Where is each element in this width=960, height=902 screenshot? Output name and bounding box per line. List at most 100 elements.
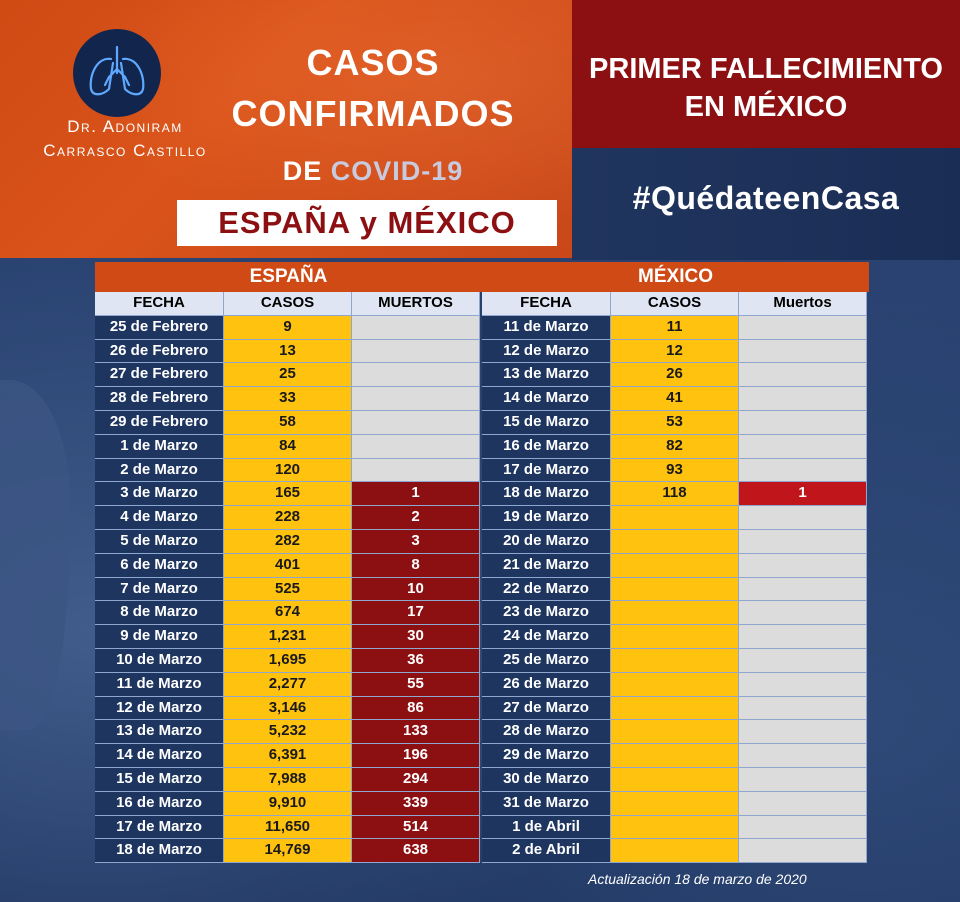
spain-deaths-cell: 2 bbox=[352, 506, 480, 530]
mexico-table-row: 21 de Marzo bbox=[482, 553, 867, 578]
mexico-header-cases: CASOS bbox=[611, 292, 739, 316]
spain-deaths-cell bbox=[352, 458, 480, 483]
first-death-banner: PRIMER FALLECIMIENTO EN MÉXICO bbox=[572, 0, 960, 148]
mexico-deaths-cell bbox=[739, 387, 867, 411]
mexico-table-row: 28 de Marzo bbox=[482, 720, 867, 745]
mexico-cases-cell bbox=[611, 577, 739, 602]
mexico-table-row: 22 de Marzo bbox=[482, 577, 867, 602]
mexico-deaths-cell bbox=[739, 577, 867, 602]
mexico-date-cell: 29 de Marzo bbox=[482, 744, 611, 768]
mexico-table-row: 30 de Marzo bbox=[482, 767, 867, 792]
spain-deaths-cell bbox=[352, 434, 480, 459]
spain-table-row: 26 de Febrero 13 bbox=[95, 339, 480, 364]
spain-cases-cell: 1,695 bbox=[224, 648, 352, 673]
spain-cases-cell: 3,146 bbox=[224, 696, 352, 721]
spain-table-row: 27 de Febrero 25 bbox=[95, 363, 480, 388]
mexico-date-cell: 26 de Marzo bbox=[482, 672, 611, 697]
mexico-table-row: 27 de Marzo bbox=[482, 696, 867, 721]
spain-table-row: 9 de Marzo 1,231 30 bbox=[95, 625, 480, 649]
spain-date-cell: 18 de Marzo bbox=[95, 839, 224, 864]
mexico-table-row: 25 de Marzo bbox=[482, 648, 867, 673]
spain-deaths-cell: 339 bbox=[352, 791, 480, 816]
mexico-cases-cell bbox=[611, 529, 739, 554]
mexico-deaths-cell bbox=[739, 458, 867, 483]
mexico-date-cell: 2 de Abril bbox=[482, 839, 611, 864]
mexico-cases-cell: 82 bbox=[611, 434, 739, 459]
spain-date-cell: 3 de Marzo bbox=[95, 482, 224, 507]
spain-deaths-cell: 294 bbox=[352, 767, 480, 792]
mexico-deaths-cell bbox=[739, 529, 867, 554]
spain-deaths-cell: 514 bbox=[352, 815, 480, 840]
mexico-date-cell: 11 de Marzo bbox=[482, 315, 611, 340]
spain-deaths-cell bbox=[352, 387, 480, 411]
spain-date-cell: 7 de Marzo bbox=[95, 577, 224, 602]
mexico-table-header: FECHA CASOS Muertos bbox=[482, 292, 867, 316]
spain-deaths-cell: 55 bbox=[352, 672, 480, 697]
spain-table-row: 1 de Marzo 84 bbox=[95, 434, 480, 459]
mexico-table-row: 2 de Abril bbox=[482, 839, 867, 864]
mexico-date-cell: 18 de Marzo bbox=[482, 482, 611, 507]
spain-deaths-cell bbox=[352, 363, 480, 388]
mexico-header-deaths: Muertos bbox=[739, 292, 867, 316]
spain-cases-cell: 9,910 bbox=[224, 791, 352, 816]
spain-table-row: 18 de Marzo 14,769 638 bbox=[95, 839, 480, 864]
spain-cases-cell: 7,988 bbox=[224, 767, 352, 792]
countries-label: ESPAÑA y MÉXICO bbox=[177, 200, 557, 246]
mexico-cases-cell bbox=[611, 791, 739, 816]
spain-date-cell: 9 de Marzo bbox=[95, 625, 224, 649]
spain-cases-cell: 11,650 bbox=[224, 815, 352, 840]
mexico-deaths-cell bbox=[739, 767, 867, 792]
spain-table-row: 5 de Marzo 282 3 bbox=[95, 529, 480, 554]
spain-table-row: 17 de Marzo 11,650 514 bbox=[95, 815, 480, 840]
mexico-cases-cell bbox=[611, 767, 739, 792]
author-name-line-1: Dr. Adoniram bbox=[67, 117, 183, 136]
spain-table-row: 11 de Marzo 2,277 55 bbox=[95, 672, 480, 697]
spain-deaths-cell bbox=[352, 315, 480, 340]
mexico-date-cell: 16 de Marzo bbox=[482, 434, 611, 459]
spain-deaths-cell: 86 bbox=[352, 696, 480, 721]
mexico-table-row: 20 de Marzo bbox=[482, 529, 867, 554]
spain-deaths-cell: 638 bbox=[352, 839, 480, 864]
mexico-date-cell: 13 de Marzo bbox=[482, 363, 611, 388]
spain-deaths-cell: 17 bbox=[352, 601, 480, 626]
mexico-cases-cell: 93 bbox=[611, 458, 739, 483]
mexico-deaths-cell bbox=[739, 315, 867, 340]
mexico-cases-cell bbox=[611, 625, 739, 649]
spain-cases-cell: 6,391 bbox=[224, 744, 352, 768]
mexico-date-cell: 28 de Marzo bbox=[482, 720, 611, 745]
spain-deaths-cell: 196 bbox=[352, 744, 480, 768]
spain-deaths-cell: 36 bbox=[352, 648, 480, 673]
mexico-date-cell: 30 de Marzo bbox=[482, 767, 611, 792]
spain-table-body: 25 de Febrero 9 26 de Febrero 13 27 de Febre… bbox=[95, 315, 480, 864]
mexico-cases-cell bbox=[611, 601, 739, 626]
mexico-date-cell: 25 de Marzo bbox=[482, 648, 611, 673]
mexico-table-row: 31 de Marzo bbox=[482, 791, 867, 816]
mexico-date-cell: 22 de Marzo bbox=[482, 577, 611, 602]
spain-date-cell: 15 de Marzo bbox=[95, 767, 224, 792]
mexico-table-row: 18 de Marzo 118 1 bbox=[482, 482, 867, 507]
mexico-date-cell: 1 de Abril bbox=[482, 815, 611, 840]
title-line-1: CASOS bbox=[306, 42, 440, 83]
mexico-cases-cell bbox=[611, 648, 739, 673]
mexico-table-row: 1 de Abril bbox=[482, 815, 867, 840]
mexico-cases-cell: 11 bbox=[611, 315, 739, 340]
mexico-deaths-cell bbox=[739, 696, 867, 721]
mexico-deaths-cell bbox=[739, 720, 867, 745]
spain-date-cell: 2 de Marzo bbox=[95, 458, 224, 483]
spain-cases-cell: 13 bbox=[224, 339, 352, 364]
spain-cases-cell: 401 bbox=[224, 553, 352, 578]
mexico-deaths-cell bbox=[739, 672, 867, 697]
mexico-table-row: 24 de Marzo bbox=[482, 625, 867, 649]
author-name-line-2: Carrasco Castillo bbox=[43, 141, 207, 160]
mexico-cases-cell: 12 bbox=[611, 339, 739, 364]
mexico-table-row: 15 de Marzo 53 bbox=[482, 410, 867, 435]
spain-deaths-cell: 1 bbox=[352, 482, 480, 507]
mexico-deaths-cell bbox=[739, 744, 867, 768]
spain-cases-cell: 1,231 bbox=[224, 625, 352, 649]
spain-date-cell: 17 de Marzo bbox=[95, 815, 224, 840]
mexico-date-cell: 27 de Marzo bbox=[482, 696, 611, 721]
mexico-deaths-cell bbox=[739, 839, 867, 864]
mexico-date-cell: 15 de Marzo bbox=[482, 410, 611, 435]
spain-table-row: 25 de Febrero 9 bbox=[95, 315, 480, 340]
mexico-deaths-cell: 1 bbox=[739, 482, 867, 507]
